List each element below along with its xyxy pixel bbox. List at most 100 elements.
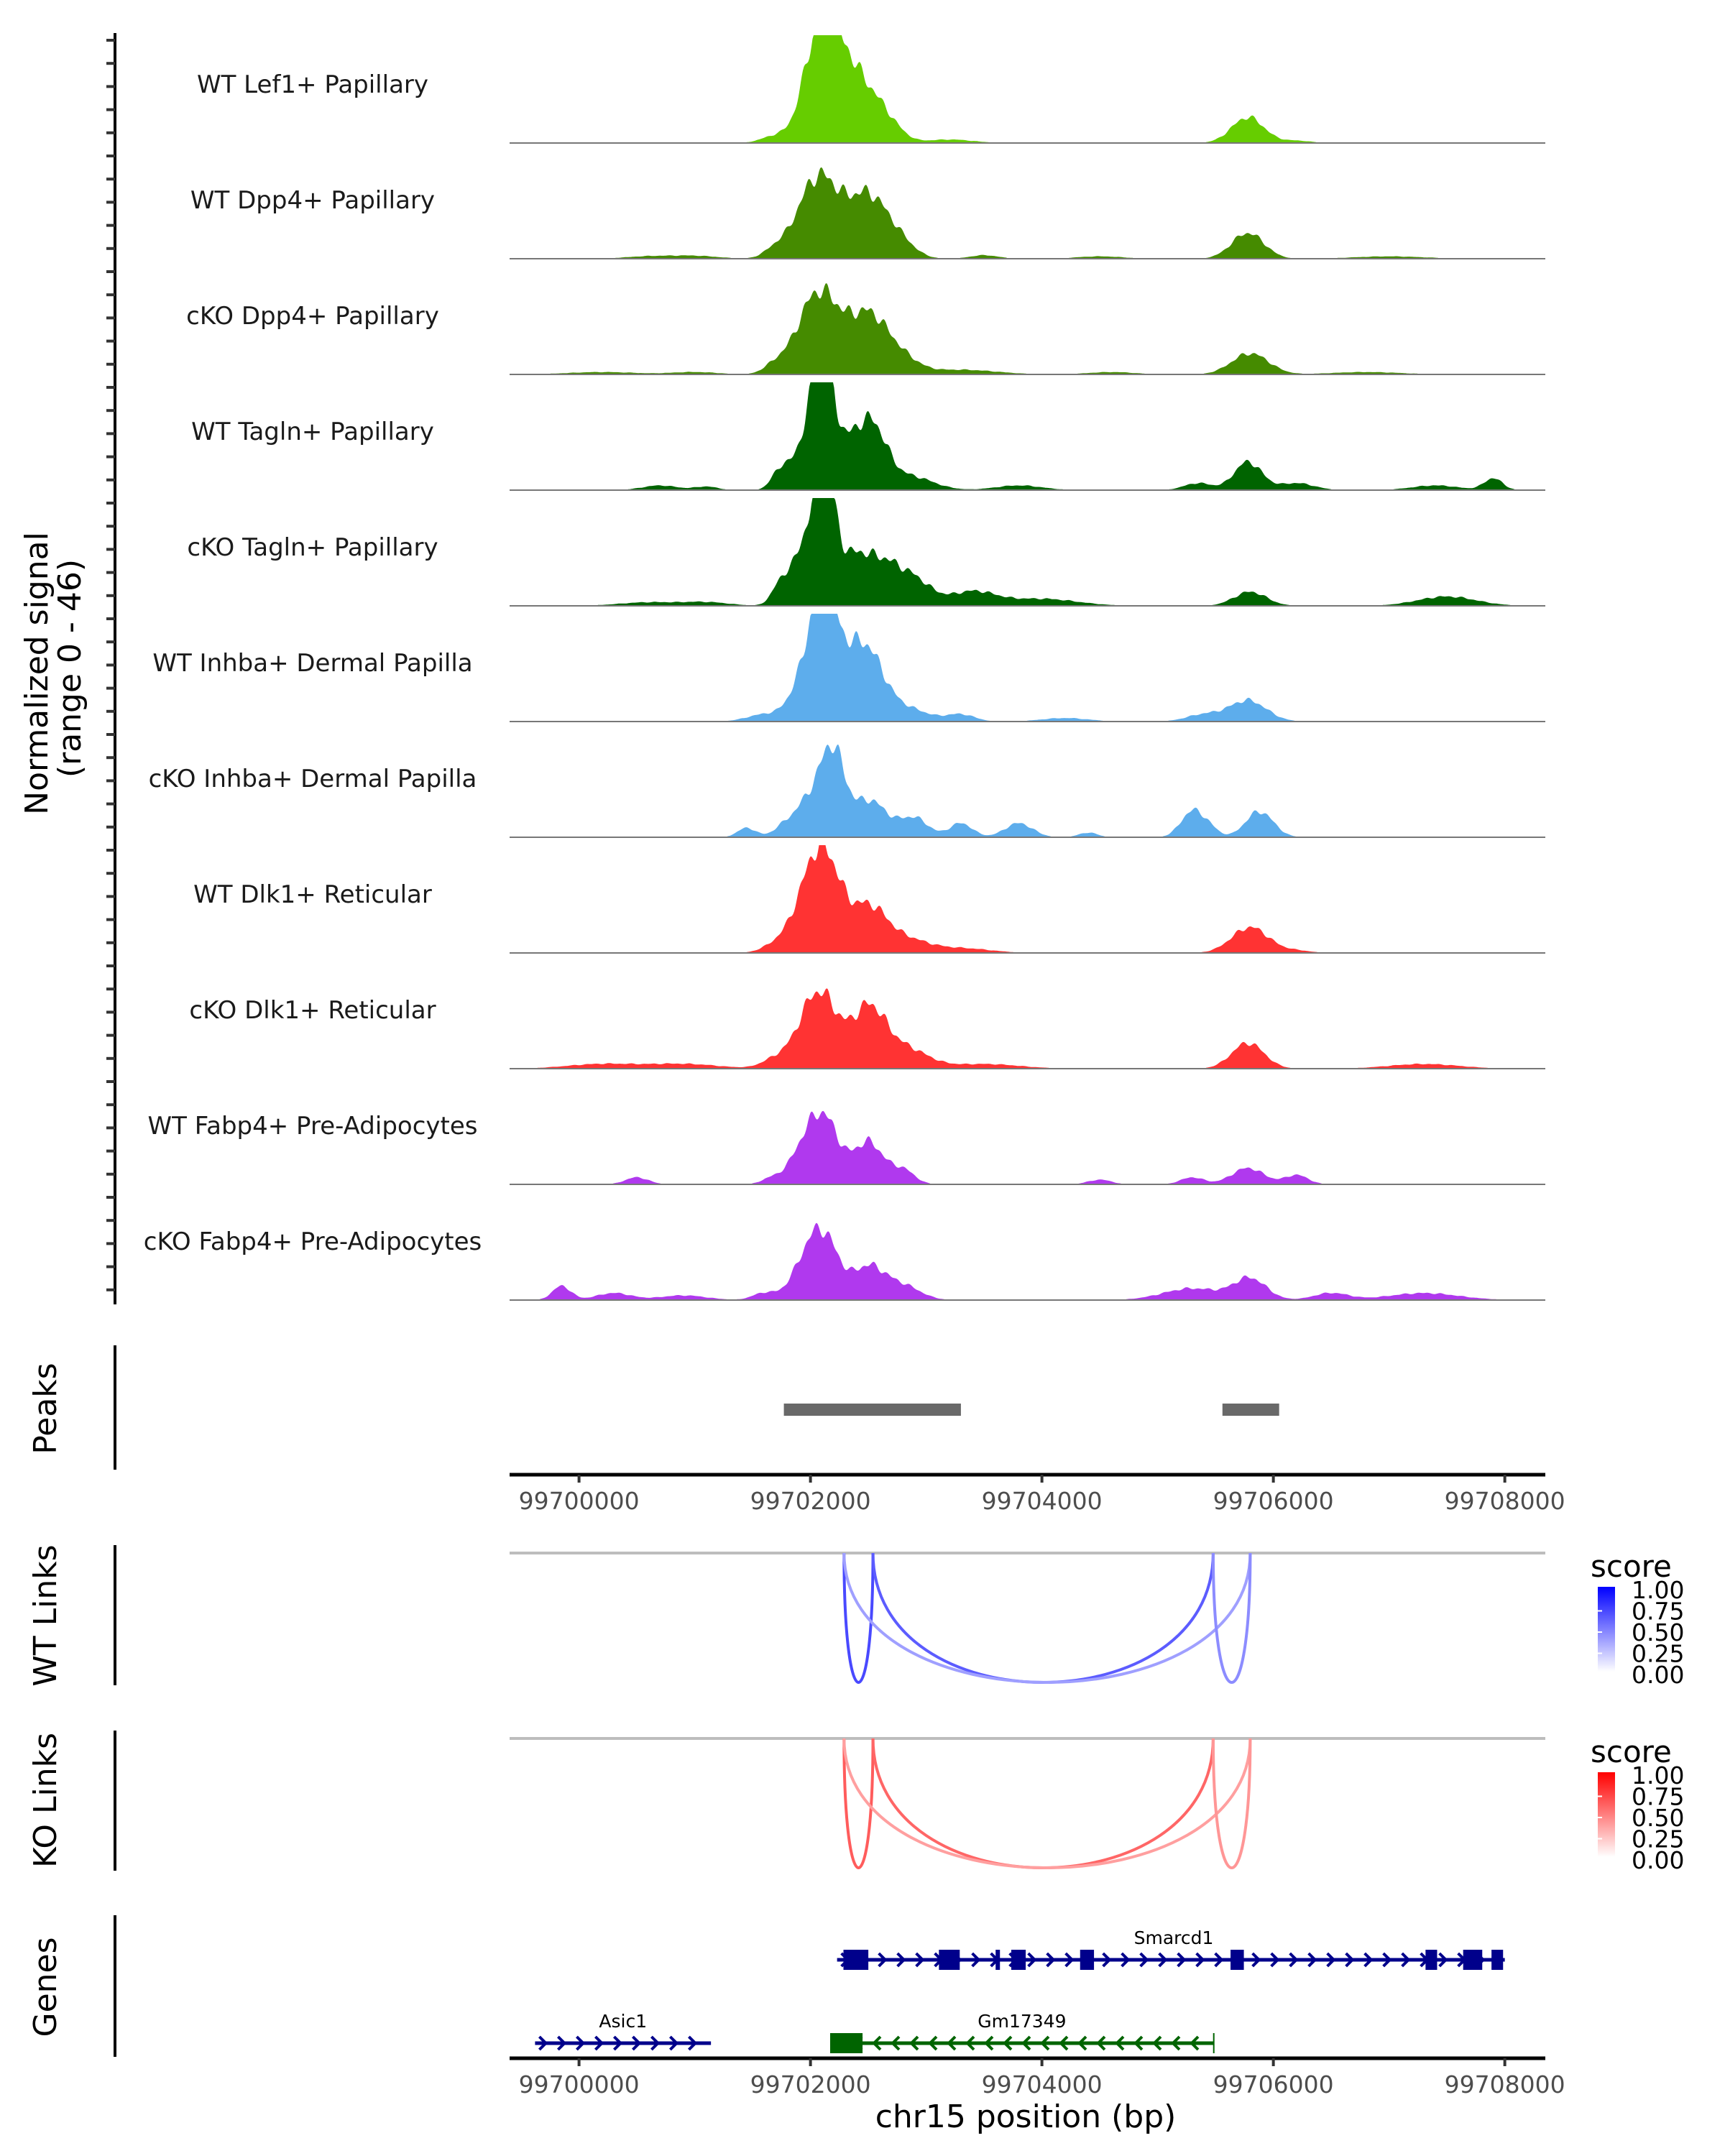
gene-exon	[1011, 1950, 1026, 1970]
strand-chevron-icon	[1270, 1952, 1280, 1968]
coverage-track: cKO Fabp4+ Pre-Adipocytes	[144, 1222, 1545, 1301]
coverage-track: WT Fabp4+ Pre-Adipocytes	[148, 1110, 1545, 1185]
strand-chevron-icon	[1171, 2035, 1181, 2051]
legend-tick-label: 0.25	[1632, 1640, 1684, 1668]
link-arc	[842, 1738, 1252, 1869]
coverage-track: WT Lef1+ Papillary	[197, 35, 1545, 144]
strand-chevron-icon	[1121, 1952, 1131, 1968]
track-label: WT Tagln+ Papillary	[191, 418, 434, 446]
strand-chevron-icon	[1382, 1952, 1392, 1968]
link-arc	[842, 1738, 875, 1869]
gene-exon	[829, 2033, 863, 2053]
strand-chevron-icon	[1046, 1952, 1056, 1968]
strand-chevron-icon	[1289, 1952, 1299, 1968]
strand-chevron-icon	[557, 2035, 567, 2051]
strand-chevron-icon	[1040, 2035, 1050, 2051]
wt-links-panel: WT Links	[27, 1544, 1545, 1687]
ko-score-legend: score 1.000.750.500.250.00	[1591, 1734, 1684, 1874]
x-tick-label: 99706000	[1213, 1487, 1334, 1515]
strand-chevron-icon	[688, 2035, 698, 2051]
y-axis-title-line1: Normalized signal	[19, 532, 55, 815]
coverage-area	[510, 745, 1545, 837]
genes-panel: Genes Smarcd1 Asic1 Gm17349 99700000 997020…	[27, 1915, 1565, 2099]
ko-links-panel: KO Links	[27, 1731, 1545, 1871]
strand-chevron-icon	[594, 2035, 604, 2051]
x-tick-label: 99704000	[982, 1487, 1103, 1515]
link-arc	[842, 1552, 1252, 1684]
coverage-area	[510, 35, 1545, 143]
link-arc	[1211, 1738, 1252, 1869]
strand-chevron-icon	[1021, 2035, 1031, 2051]
strand-chevron-icon	[632, 2035, 642, 2051]
track-label: WT Dpp4+ Papillary	[190, 186, 435, 215]
track-label: cKO Tagln+ Papillary	[187, 533, 438, 562]
coverage-track: WT Dpp4+ Papillary	[190, 167, 1545, 259]
strand-chevron-icon	[891, 2035, 901, 2051]
coverage-area	[510, 382, 1545, 490]
peaks-x-axis: 99700000 99702000 99704000 99706000 99708000	[510, 1473, 1565, 1515]
coverage-track: WT Tagln+ Papillary	[191, 382, 1545, 491]
link-arc	[842, 1552, 875, 1684]
gene-exon	[1080, 1950, 1095, 1970]
genes-x-axis: 99700000 99702000 99704000 99706000 99708000	[510, 2056, 1565, 2099]
strand-chevron-icon	[1214, 1952, 1224, 1968]
strand-chevron-icon	[1158, 1952, 1168, 1968]
strand-chevron-icon	[971, 1952, 981, 1968]
y-axis-title-line2: (range 0 - 46)	[52, 559, 88, 778]
gene-label: Smarcd1	[1134, 1927, 1214, 1948]
gene-models: Smarcd1 Asic1 Gm17349	[535, 1927, 1505, 2053]
strand-chevron-icon	[1326, 1952, 1336, 1968]
legend-tick-label: 0.50	[1632, 1618, 1684, 1646]
legend-tick-label: 0.75	[1632, 1598, 1684, 1626]
strand-chevron-icon	[1064, 1952, 1075, 1968]
strand-chevron-icon	[1027, 1952, 1037, 1968]
strand-chevron-icon	[1438, 1952, 1448, 1968]
strand-chevron-icon	[1096, 2035, 1106, 2051]
track-label: cKO Dlk1+ Reticular	[189, 996, 436, 1025]
peaks-panel: Peaks 99700000 99702000 99704000 99706000 99…	[27, 1345, 1565, 1515]
strand-chevron-icon	[928, 2035, 938, 2051]
wt-links-axis-title: WT Links	[27, 1544, 64, 1686]
coverage-area	[510, 1110, 1545, 1184]
legend-tick-label: 0.25	[1632, 1825, 1684, 1853]
legend-colorbar	[1598, 1587, 1615, 1672]
link-arc	[1211, 1552, 1252, 1684]
ko-links-axis-title: KO Links	[27, 1733, 64, 1868]
track-label: WT Inhba+ Dermal Papilla	[152, 649, 472, 678]
coverage-area	[510, 1222, 1545, 1300]
coverage-track: WT Inhba+ Dermal Papilla	[152, 614, 1545, 722]
coverage-area	[510, 845, 1545, 953]
strand-chevron-icon	[1152, 2035, 1162, 2051]
gene-exon	[1463, 1950, 1483, 1970]
strand-chevron-icon	[896, 1952, 906, 1968]
legend-tick-label: 1.00	[1632, 1576, 1684, 1604]
strand-chevron-icon	[1115, 2035, 1125, 2051]
strand-chevron-icon	[1059, 2035, 1069, 2051]
strand-chevron-icon	[538, 2035, 548, 2051]
coverage-y-axis	[106, 33, 116, 1304]
coverage-area	[510, 614, 1545, 722]
coverage-tracks: WT Lef1+ Papillary WT Dpp4+ Papillary cKO …	[144, 35, 1545, 1301]
x-tick-label: 99700000	[519, 1487, 640, 1515]
coverage-track: cKO Dlk1+ Reticular	[189, 988, 1545, 1069]
x-tick-label: 99708000	[1445, 2070, 1565, 2099]
peak-bar	[1222, 1404, 1279, 1416]
legend-tick-label: 0.00	[1632, 1846, 1684, 1874]
x-tick-label: 99708000	[1445, 1487, 1565, 1515]
strand-chevron-icon	[1139, 1952, 1149, 1968]
x-tick-label: 99706000	[1213, 2070, 1334, 2099]
strand-chevron-icon	[947, 2035, 957, 2051]
coverage-area	[510, 167, 1545, 259]
legend-colorbar	[1598, 1772, 1615, 1857]
coverage-track: cKO Inhba+ Dermal Papilla	[149, 745, 1545, 838]
coverage-track: cKO Dpp4+ Papillary	[186, 283, 1545, 375]
strand-chevron-icon	[613, 2035, 623, 2051]
strand-chevron-icon	[1133, 2035, 1144, 2051]
x-tick-label: 99704000	[982, 2070, 1103, 2099]
strand-chevron-icon	[1077, 2035, 1087, 2051]
strand-chevron-icon	[576, 2035, 586, 2051]
strand-chevron-icon	[1363, 1952, 1374, 1968]
strand-chevron-icon	[984, 2035, 994, 2051]
strand-chevron-icon	[650, 2035, 661, 2051]
